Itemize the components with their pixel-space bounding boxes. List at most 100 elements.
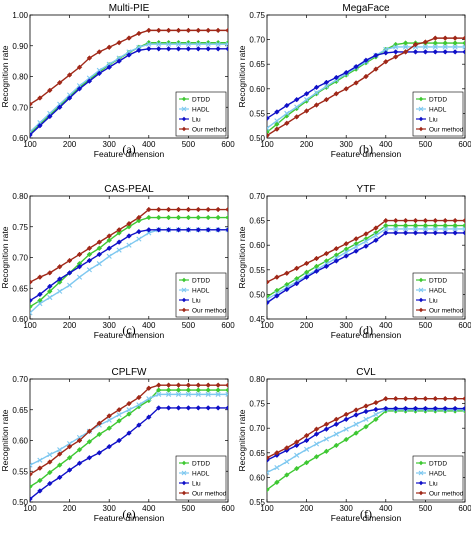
y-tick-label: 0.75	[249, 400, 265, 409]
legend-marker	[181, 96, 187, 102]
data-point	[37, 95, 43, 101]
legend-label: Our method	[192, 490, 227, 497]
data-point	[195, 391, 201, 397]
legend-marker	[418, 480, 424, 486]
data-point	[136, 422, 142, 428]
data-point	[323, 426, 330, 432]
data-point	[116, 239, 122, 245]
legend-label: Our method	[429, 307, 464, 314]
data-point	[56, 474, 63, 481]
y-tick-label: 0.80	[12, 73, 28, 82]
data-point	[195, 227, 202, 233]
data-point	[47, 87, 53, 94]
data-point	[37, 122, 43, 129]
data-point	[422, 226, 428, 232]
data-point	[393, 44, 399, 50]
data-point	[126, 400, 132, 407]
data-point	[303, 108, 310, 114]
data-point	[165, 227, 172, 233]
data-point	[432, 35, 439, 41]
data-point	[106, 417, 112, 423]
x-tick-label: 600	[458, 321, 471, 330]
data-point	[343, 436, 349, 443]
data-point	[274, 118, 280, 124]
data-point	[215, 387, 221, 393]
data-point	[412, 395, 419, 402]
data-point	[274, 109, 280, 115]
x-tick-label: 400	[142, 321, 156, 330]
x-tick-label: 100	[23, 504, 37, 513]
legend-marker	[418, 116, 424, 122]
data-point	[116, 412, 122, 418]
data-point	[126, 407, 132, 413]
data-point	[432, 217, 439, 224]
data-point	[56, 104, 63, 111]
data-point	[267, 469, 270, 476]
y-tick-label: 1.00	[12, 11, 28, 20]
data-point	[293, 114, 300, 120]
x-tick-label: 100	[23, 321, 37, 330]
data-point	[313, 90, 320, 97]
legend-marker	[181, 297, 187, 303]
data-point	[175, 206, 182, 213]
data-point	[96, 49, 103, 55]
data-point	[383, 217, 389, 224]
data-point	[284, 459, 290, 465]
data-point	[452, 405, 458, 412]
data-point	[106, 245, 112, 252]
data-point	[195, 41, 201, 47]
data-point	[106, 413, 112, 419]
data-point	[136, 394, 142, 401]
data-point	[383, 395, 389, 402]
data-point	[165, 46, 172, 52]
data-point	[442, 405, 448, 412]
x-tick-label: 600	[458, 140, 471, 149]
data-point	[37, 301, 43, 307]
x-tick-label: 300	[340, 140, 354, 149]
legend-label: HADL	[192, 106, 210, 113]
x-tick-label: 100	[260, 140, 274, 149]
data-point	[47, 113, 53, 120]
data-point	[146, 214, 152, 221]
data-point	[47, 480, 53, 487]
legend: DTDD HADL Liu Our method	[412, 272, 464, 318]
panel-caption: (a)	[122, 142, 135, 156]
data-point	[452, 395, 458, 402]
data-point	[267, 296, 270, 302]
data-point	[313, 453, 320, 460]
data-point	[267, 300, 270, 306]
data-point	[146, 27, 152, 34]
data-point	[462, 405, 465, 412]
y-axis-label: Recognition rate	[237, 45, 247, 107]
data-point	[47, 459, 53, 465]
y-tick-label: 0.75	[249, 11, 265, 20]
data-point	[392, 49, 399, 55]
data-point	[462, 222, 465, 229]
legend-label: Liu	[429, 480, 438, 487]
legend-marker	[181, 307, 187, 313]
data-point	[86, 245, 93, 252]
legend-marker	[418, 470, 424, 476]
data-point	[185, 405, 192, 411]
data-point	[267, 115, 270, 122]
data-point	[146, 41, 152, 47]
data-point	[116, 230, 122, 236]
data-point	[76, 274, 83, 280]
data-point	[165, 387, 172, 393]
data-point	[452, 222, 458, 229]
data-point	[155, 206, 162, 213]
data-point	[136, 217, 142, 224]
y-tick-label: 0.60	[249, 473, 265, 482]
chart-title: CPLFW	[112, 367, 148, 378]
y-tick-label: 0.70	[12, 375, 28, 384]
data-point	[146, 227, 152, 233]
data-point	[205, 382, 211, 388]
legend-label: DTDD	[192, 277, 210, 284]
data-point	[432, 40, 439, 46]
data-point	[47, 288, 53, 295]
data-point	[422, 230, 429, 236]
data-point	[432, 395, 439, 402]
data-point	[343, 249, 349, 255]
data-point	[126, 233, 132, 239]
data-point	[37, 457, 43, 463]
